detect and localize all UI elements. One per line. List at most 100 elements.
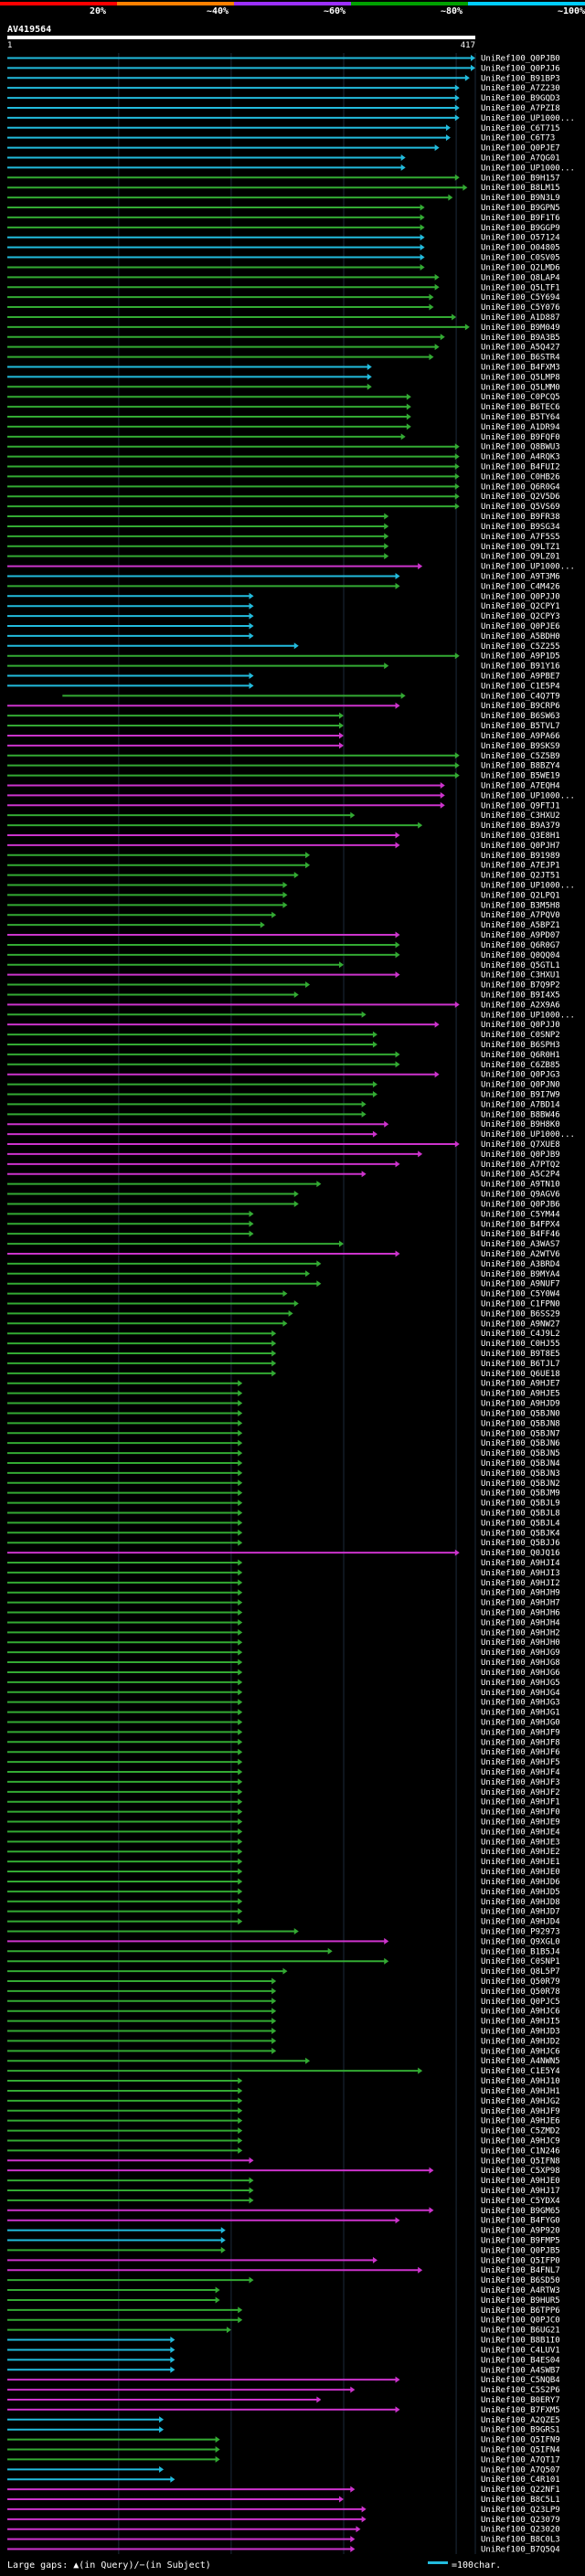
hit-row[interactable]: UniRef100_Q0QQ04: [7, 951, 560, 960]
hit-row[interactable]: UniRef100_A4SWB7: [7, 2366, 560, 2375]
hit-row[interactable]: UniRef100_A9NW27: [7, 1320, 560, 1329]
hit-row[interactable]: UniRef100_Q23020: [7, 2526, 560, 2535]
hit-row[interactable]: UniRef100_B6SPH3: [7, 1041, 560, 1050]
hit-row[interactable]: UniRef100_Q0PJB6: [7, 1200, 560, 1209]
hit-row[interactable]: UniRef100_Q5BJL8: [7, 1509, 560, 1518]
hit-row[interactable]: UniRef100_A9HJF9: [7, 2107, 560, 2116]
hit-row[interactable]: UniRef100_B8C5L1: [7, 2496, 560, 2505]
hit-row[interactable]: UniRef100_A9PD07: [7, 931, 560, 940]
hit-row[interactable]: UniRef100_Q5BJL9: [7, 1500, 560, 1509]
hit-row[interactable]: UniRef100_B5TVL7: [7, 722, 560, 731]
hit-row[interactable]: UniRef100_UP1000...: [7, 791, 575, 800]
hit-row[interactable]: UniRef100_A9HJF9: [7, 1728, 560, 1737]
hit-row[interactable]: UniRef100_A5BDH0: [7, 632, 560, 641]
hit-row[interactable]: UniRef100_Q7XUE8: [7, 1140, 560, 1150]
hit-row[interactable]: UniRef100_B3M5H8: [7, 901, 560, 910]
hit-row[interactable]: UniRef100_Q5BJJ6: [7, 1539, 560, 1548]
hit-row[interactable]: UniRef100_C5ZMD2: [7, 2127, 560, 2136]
hit-row[interactable]: UniRef100_C0SV05: [7, 254, 560, 263]
hit-row[interactable]: UniRef100_B4FXM3: [7, 363, 560, 372]
hit-row[interactable]: UniRef100_B9N3L9: [7, 194, 560, 203]
hit-row[interactable]: UniRef100_Q9AGV6: [7, 1191, 560, 1200]
hit-row[interactable]: UniRef100_A2QZE5: [7, 2416, 560, 2425]
hit-row[interactable]: UniRef100_A4RTW3: [7, 2286, 560, 2295]
hit-row[interactable]: UniRef100_C0SNP1: [7, 1957, 560, 1966]
hit-row[interactable]: UniRef100_C6ZB85: [7, 1061, 560, 1070]
hit-row[interactable]: UniRef100_C3HXU2: [7, 811, 560, 821]
hit-row[interactable]: UniRef100_B0ERY7: [7, 2396, 560, 2405]
hit-row[interactable]: UniRef100_B9SKS9: [7, 742, 560, 751]
hit-row[interactable]: UniRef100_Q5BJN8: [7, 1419, 560, 1428]
hit-row[interactable]: UniRef100_Q5IFN9: [7, 2436, 560, 2445]
hit-row[interactable]: UniRef100_Q5BJL4: [7, 1519, 560, 1528]
hit-row[interactable]: UniRef100_A7Z230: [7, 84, 560, 93]
hit-row[interactable]: UniRef100_B91BP3: [7, 74, 560, 83]
hit-row[interactable]: UniRef100_A9T3M6: [7, 572, 560, 581]
hit-row[interactable]: UniRef100_A7PTQ2: [7, 1161, 560, 1170]
hit-row[interactable]: UniRef100_A9HJF2: [7, 1788, 560, 1797]
hit-row[interactable]: UniRef100_B6TPP6: [7, 2306, 560, 2316]
hit-row[interactable]: UniRef100_Q5LMM0: [7, 383, 560, 392]
hit-row[interactable]: UniRef100_Q2CPY1: [7, 602, 560, 611]
hit-row[interactable]: UniRef100_B4ES04: [7, 2356, 560, 2365]
hit-row[interactable]: UniRef100_Q0PJG3: [7, 1071, 560, 1080]
hit-row[interactable]: UniRef100_C1E5P4: [7, 682, 560, 691]
hit-row[interactable]: UniRef100_A9HJD3: [7, 2028, 560, 2037]
hit-row[interactable]: UniRef100_Q6UE18: [7, 1370, 560, 1379]
hit-row[interactable]: UniRef100_Q0JQ16: [7, 1549, 560, 1558]
hit-row[interactable]: UniRef100_A9P920: [7, 2227, 560, 2236]
hit-row[interactable]: UniRef100_A9HJG3: [7, 1699, 560, 1708]
hit-row[interactable]: UniRef100_B9H157: [7, 174, 560, 183]
hit-row[interactable]: UniRef100_A9HJI5: [7, 2018, 560, 2027]
hit-row[interactable]: UniRef100_A9PBE7: [7, 673, 560, 682]
hit-row[interactable]: UniRef100_A9HJG5: [7, 1679, 560, 1688]
hit-row[interactable]: UniRef100_C5Y0W4: [7, 1290, 560, 1299]
hit-row[interactable]: UniRef100_B9HUR5: [7, 2296, 560, 2306]
hit-row[interactable]: UniRef100_B6SD50: [7, 2276, 560, 2285]
hit-row[interactable]: UniRef100_A7F5S5: [7, 533, 560, 542]
hit-row[interactable]: UniRef100_Q0PJB0: [7, 54, 560, 63]
hit-row[interactable]: UniRef100_Q22NF1: [7, 2486, 560, 2495]
hit-row[interactable]: UniRef100_A5Q427: [7, 344, 560, 353]
hit-row[interactable]: UniRef100_A7PQV0: [7, 911, 560, 920]
hit-row[interactable]: UniRef100_A9HJG4: [7, 1689, 560, 1698]
hit-row[interactable]: UniRef100_B8BW46: [7, 1110, 560, 1119]
hit-row[interactable]: UniRef100_B9GRS1: [7, 2426, 560, 2435]
hit-row[interactable]: UniRef100_O57124: [7, 234, 560, 243]
hit-row[interactable]: UniRef100_B6STR4: [7, 354, 560, 363]
hit-row[interactable]: UniRef100_C0SNP2: [7, 1031, 560, 1040]
hit-row[interactable]: UniRef100_Q2JT51: [7, 872, 560, 881]
hit-row[interactable]: UniRef100_A4NWN5: [7, 2057, 560, 2066]
hit-row[interactable]: UniRef100_Q5IFP0: [7, 2256, 560, 2265]
hit-row[interactable]: UniRef100_A1D887: [7, 313, 560, 323]
hit-row[interactable]: UniRef100_A9HJH1: [7, 2087, 560, 2096]
hit-row[interactable]: UniRef100_A9HJE1: [7, 1858, 560, 1867]
hit-row[interactable]: UniRef100_B4FNL7: [7, 2266, 560, 2275]
hit-row[interactable]: UniRef100_C1N246: [7, 2147, 560, 2156]
hit-row[interactable]: UniRef100_B6UG21: [7, 2327, 560, 2336]
hit-row[interactable]: UniRef100_A7EJP1: [7, 862, 560, 871]
hit-row[interactable]: UniRef100_Q5BJN5: [7, 1449, 560, 1458]
hit-row[interactable]: UniRef100_B8LM15: [7, 184, 560, 193]
hit-row[interactable]: UniRef100_B6TJL7: [7, 1360, 560, 1369]
hit-row[interactable]: UniRef100_A9HJF0: [7, 1808, 560, 1818]
hit-row[interactable]: UniRef100_A7BD14: [7, 1100, 560, 1109]
hit-row[interactable]: UniRef100_A9HJF3: [7, 1778, 560, 1787]
hit-row[interactable]: UniRef100_C1FPN0: [7, 1300, 560, 1309]
hit-row[interactable]: UniRef100_A9HJG1: [7, 1709, 560, 1718]
hit-row[interactable]: UniRef100_A5BPZ1: [7, 921, 560, 930]
hit-row[interactable]: UniRef100_A9HJE6: [7, 2117, 560, 2126]
hit-row[interactable]: UniRef100_Q5BJN6: [7, 1439, 560, 1448]
hit-row[interactable]: UniRef100_Q2LMD6: [7, 263, 560, 272]
hit-row[interactable]: UniRef100_A1DR94: [7, 423, 560, 432]
hit-row[interactable]: UniRef100_B91Y16: [7, 663, 560, 672]
hit-row[interactable]: UniRef100_Q5BJN7: [7, 1429, 560, 1438]
hit-row[interactable]: UniRef100_Q5BJN4: [7, 1459, 560, 1468]
hit-row[interactable]: UniRef100_A9P1D5: [7, 652, 560, 662]
hit-row[interactable]: UniRef100_A9HJG6: [7, 1669, 560, 1678]
hit-row[interactable]: UniRef100_A9HJI4: [7, 1559, 560, 1568]
hit-row[interactable]: UniRef100_B9FMP5: [7, 2237, 560, 2246]
hit-row[interactable]: UniRef100_B9M049: [7, 323, 560, 333]
hit-row[interactable]: UniRef100_C5YDX4: [7, 2197, 560, 2206]
hit-row[interactable]: UniRef100_A9HJE4: [7, 1828, 560, 1837]
